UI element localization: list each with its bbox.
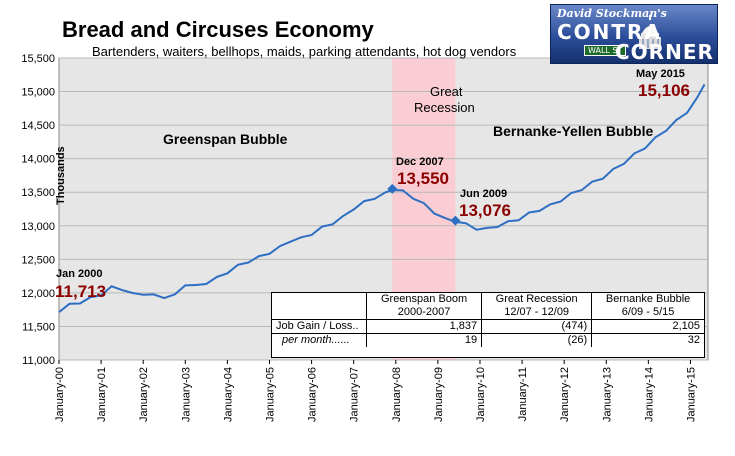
- table-cell: (474): [481, 319, 592, 334]
- annotation-jan2000-label: Jan 2000: [56, 268, 102, 280]
- y-tick-label: 13,000: [21, 221, 55, 233]
- x-tick-label: January-03: [180, 367, 192, 422]
- y-tick-label: 14,500: [21, 120, 55, 132]
- annotation-jan2000-value: 11,713: [55, 282, 106, 301]
- y-tick-label: 15,000: [21, 87, 55, 99]
- x-tick-label: January-11: [517, 367, 529, 421]
- x-tick-label: January-02: [138, 367, 150, 422]
- x-tick-label: January-08: [391, 367, 403, 422]
- summary-table: Greenspan Boom Great Recession Bernanke …: [271, 292, 705, 358]
- table-cell: 2,105: [591, 319, 704, 334]
- recession-label-line2: Recession: [414, 100, 475, 115]
- annotation-dec2007-label: Dec 2007: [396, 156, 444, 168]
- wall-street-sign: WALL ST: [584, 45, 627, 56]
- y-tick-label: 11,500: [22, 321, 55, 333]
- x-tick-label: January-07: [349, 367, 361, 422]
- annotation-may2015-value: 15,106: [638, 81, 690, 100]
- x-tick-label: January-10: [475, 367, 487, 422]
- table-col-subheader: 2000-2007: [365, 306, 482, 320]
- x-tick-label: January-06: [307, 367, 319, 422]
- x-tick-label: January-12: [559, 367, 571, 422]
- y-tick-label: 14,000: [21, 154, 55, 166]
- table-header-row-1: Greenspan Boom Great Recession Bernanke …: [272, 293, 704, 306]
- recession-label-line1: Great: [430, 84, 463, 99]
- x-axis-ticks: January-00 January-01 January-02 January-03…: [54, 360, 697, 422]
- x-tick-label: January-04: [222, 367, 234, 422]
- table-col-subheader: 6/09 - 5/15: [591, 306, 704, 320]
- table-row: per month...... 19 (26) 32: [272, 333, 704, 347]
- annotation-may2015-label: May 2015: [636, 68, 685, 80]
- x-tick-label: January-05: [264, 367, 276, 422]
- table-cell: (26): [481, 333, 592, 347]
- annotation-dec2007-value: 13,550: [397, 169, 449, 188]
- y-tick-label: 12,000: [21, 288, 55, 300]
- x-tick-label: January-09: [433, 367, 445, 422]
- x-tick-label: January-13: [601, 367, 613, 422]
- table-col-subheader: 12/07 - 12/09: [481, 306, 592, 320]
- series-line: [58, 83, 706, 313]
- contra-corner-logo: David Stockman's CONTRA WALL ST CORNER: [550, 4, 718, 64]
- bernanke-bubble-label: Bernanke-Yellen Bubble: [493, 123, 653, 139]
- table-cell: 32: [591, 333, 704, 347]
- logo-byline: David Stockman's: [557, 7, 667, 20]
- y-tick-label: 12,500: [21, 254, 55, 266]
- greenspan-bubble-label: Greenspan Bubble: [163, 131, 288, 147]
- x-tick-label: January-14: [643, 367, 655, 422]
- y-tick-label: 13,500: [21, 187, 55, 199]
- annotation-jun2009-label: Jun 2009: [460, 188, 507, 200]
- x-tick-label: January-15: [685, 367, 697, 422]
- chart-title: Bread and Circuses Economy: [62, 17, 375, 42]
- table-header-row-2: 2000-2007 12/07 - 12/09 6/09 - 5/15: [272, 306, 704, 320]
- x-tick-label: January-00: [54, 367, 66, 422]
- table-col-header: Bernanke Bubble: [591, 293, 704, 306]
- capitol-dome-icon: [639, 15, 661, 49]
- table-col-header: Greenspan Boom: [365, 293, 482, 306]
- logo-line2: CORNER: [615, 40, 714, 64]
- table-row: Job Gain / Loss.. 1,837 (474) 2,105: [272, 319, 704, 334]
- table-cell: 1,837: [365, 319, 482, 334]
- data-point-marker: [450, 215, 461, 226]
- table-row-label: Job Gain / Loss..: [272, 319, 367, 334]
- series-markers: [387, 183, 461, 226]
- y-axis-ticks: 11,000 11,500 12,000 12,500 13,000 13,500 14,0…: [21, 53, 55, 367]
- logo-line1: CONTRA: [557, 20, 662, 44]
- y-tick-label: 11,000: [22, 355, 55, 367]
- chart-subtitle: Bartenders, waiters, bellhops, maids, pa…: [92, 44, 517, 59]
- y-axis-label: Thousands: [55, 146, 67, 205]
- table-col-header: Great Recession: [481, 293, 592, 306]
- annotation-jun2009-value: 13,076: [459, 201, 511, 220]
- data-point-marker: [387, 183, 398, 194]
- table-cell: 19: [365, 333, 482, 347]
- y-tick-label: 15,500: [21, 53, 55, 65]
- x-tick-label: January-01: [96, 367, 108, 422]
- table-row-label: per month......: [272, 333, 367, 347]
